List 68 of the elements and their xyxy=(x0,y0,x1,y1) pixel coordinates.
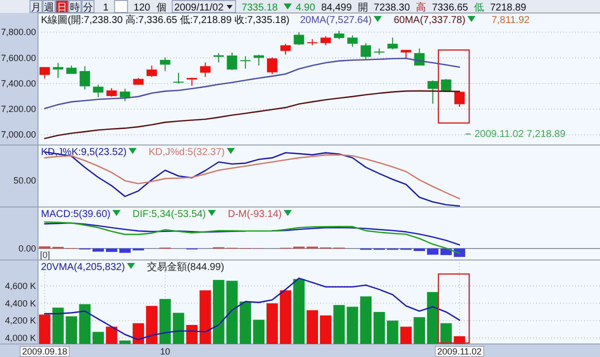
y-tick-label: 7,600.00 xyxy=(0,52,36,63)
series-label: KD,J%d:5(32.37) xyxy=(148,147,225,158)
annotation: 7335.18 xyxy=(242,2,278,14)
text: 20MA(7,527.64) xyxy=(300,15,372,26)
candlestick xyxy=(173,72,184,84)
annotation: 84,499 xyxy=(321,2,352,14)
annotation: 4.90 xyxy=(296,2,316,14)
y-tick-label: 7,400.00 xyxy=(0,78,36,88)
candlestick xyxy=(213,52,224,63)
candlestick xyxy=(120,88,130,102)
candlestick xyxy=(52,62,64,78)
annotation: 開 xyxy=(358,2,368,14)
annotation: 7,811.92 xyxy=(491,15,530,26)
candlestick xyxy=(360,42,372,60)
annotation: 1 xyxy=(103,2,109,14)
candlestick xyxy=(254,54,264,66)
candlestick xyxy=(347,34,358,48)
annotation: 個 xyxy=(156,2,166,14)
annotation: 7238.30 xyxy=(374,2,410,14)
y-tick-label: 4,400 K xyxy=(4,298,36,308)
annotation: 高 xyxy=(416,2,426,14)
y-tick-label: 4,200 K xyxy=(4,316,36,326)
candlestick xyxy=(294,32,304,46)
series-label: MACD:5(39.60) xyxy=(41,209,110,220)
annotation: 120 xyxy=(134,2,151,14)
annotation: 日 xyxy=(57,2,67,14)
annotation: 時 xyxy=(70,2,80,14)
annotation: 2009/11/02 xyxy=(174,2,224,14)
candlestick xyxy=(280,43,291,56)
candlestick xyxy=(146,65,157,78)
legend-label: 交易金額(844.99) xyxy=(146,261,224,273)
candlestick xyxy=(428,80,438,104)
text: 20VMA(4,205,832) xyxy=(41,262,125,273)
candlestick xyxy=(387,37,398,50)
candlestick xyxy=(440,78,452,92)
text: 50.00 xyxy=(13,176,36,186)
text: 0.00 xyxy=(18,244,36,254)
text: 60MA(7,337.78) xyxy=(394,15,466,26)
candlestick xyxy=(266,56,278,75)
y-tick-label: 7,200.00 xyxy=(0,104,36,114)
annotation: 週 xyxy=(44,2,54,14)
y-tick-label: 7,000.00 xyxy=(0,130,36,140)
x-tick-label: 2009.11.02 xyxy=(437,346,482,356)
x-tick-label: 2009.09.18 xyxy=(22,346,68,356)
candlestick xyxy=(226,52,238,71)
annotation: 7218.89 xyxy=(490,2,527,14)
annotation: 2009.11.02 7,218.89 xyxy=(474,129,566,140)
annotation: 分 xyxy=(83,2,93,14)
candlestick xyxy=(200,62,210,78)
x-tick-label: 10 xyxy=(160,346,170,356)
candlestick xyxy=(80,66,90,90)
candlestick xyxy=(320,36,331,46)
y-tick-label: 7,800.00 xyxy=(0,27,36,38)
line-series xyxy=(44,278,460,340)
candlestick xyxy=(160,56,170,72)
text: D-M(-93.14) xyxy=(228,209,282,220)
annotation: 月 xyxy=(31,2,41,14)
candlestick xyxy=(454,91,465,108)
y-tick-label: 4,000 K xyxy=(4,332,36,343)
chart-title: K線圖(開:7,238.30 高:7,336.65 低:7,218.89 收:7,335.18) xyxy=(41,14,290,26)
candlestick xyxy=(240,56,251,70)
annotation: 低 xyxy=(474,2,484,14)
y-tick-label: 4,600 K xyxy=(4,280,36,291)
series-label: DIF:5,34(-53.54) xyxy=(132,209,206,220)
candlestick xyxy=(40,66,50,80)
candlestick xyxy=(93,84,104,98)
annotation: 7336.65 xyxy=(432,2,469,14)
series-label: KD,J%K:9,5(23.52) xyxy=(41,147,127,158)
